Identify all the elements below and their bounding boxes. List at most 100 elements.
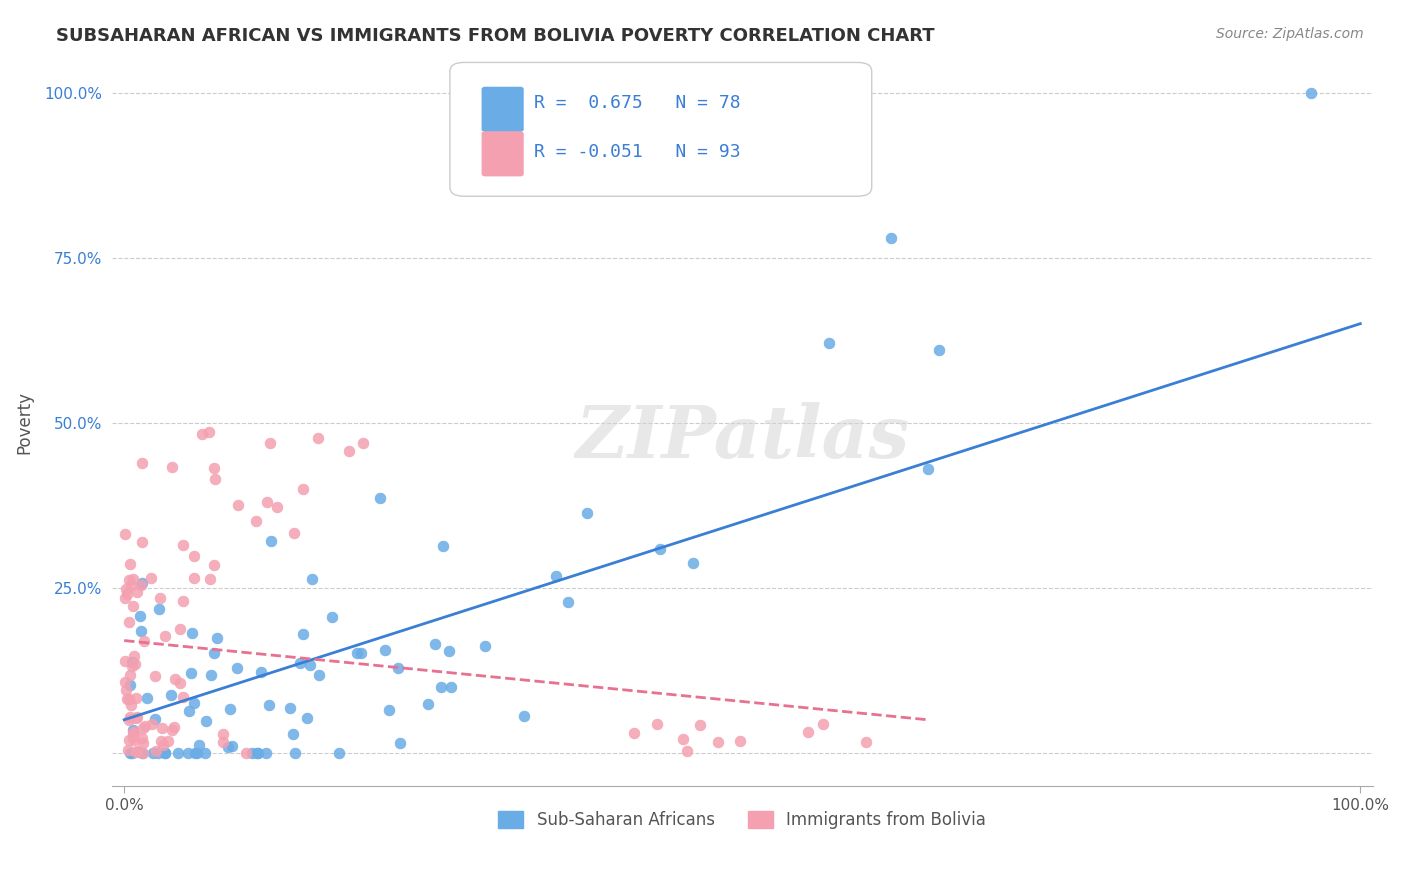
Sub-Saharan Africans xyxy=(257,698,280,712)
Sub-Saharan Africans xyxy=(128,609,150,624)
Immigrants from Bolivia xyxy=(141,717,163,731)
Immigrants from Bolivia xyxy=(122,572,145,586)
Immigrants from Bolivia xyxy=(183,571,205,585)
Sub-Saharan Africans xyxy=(301,572,323,586)
Immigrants from Bolivia xyxy=(118,709,141,723)
Sub-Saharan Africans xyxy=(179,704,201,718)
Sub-Saharan Africans xyxy=(195,714,218,729)
Immigrants from Bolivia xyxy=(114,654,136,668)
Sub-Saharan Africans xyxy=(416,698,439,712)
Immigrants from Bolivia xyxy=(134,718,156,732)
Immigrants from Bolivia xyxy=(127,710,149,724)
Sub-Saharan Africans xyxy=(160,688,183,702)
Sub-Saharan Africans xyxy=(184,746,207,760)
Sub-Saharan Africans xyxy=(350,646,373,660)
Sub-Saharan Africans xyxy=(121,655,143,669)
Immigrants from Bolivia xyxy=(191,427,214,442)
Immigrants from Bolivia xyxy=(122,725,145,739)
Immigrants from Bolivia xyxy=(143,669,166,683)
Immigrants from Bolivia xyxy=(183,549,205,564)
Immigrants from Bolivia xyxy=(291,483,314,497)
Sub-Saharan Africans xyxy=(218,702,240,716)
Sub-Saharan Africans xyxy=(430,680,453,694)
Immigrants from Bolivia xyxy=(122,730,145,744)
Immigrants from Bolivia xyxy=(198,572,221,586)
Sub-Saharan Africans xyxy=(193,746,215,760)
Immigrants from Bolivia xyxy=(149,734,172,748)
Immigrants from Bolivia xyxy=(115,682,138,697)
Sub-Saharan Africans xyxy=(135,691,157,706)
Immigrants from Bolivia xyxy=(117,692,139,706)
Sub-Saharan Africans xyxy=(226,661,249,675)
Sub-Saharan Africans xyxy=(308,667,330,681)
Sub-Saharan Africans xyxy=(387,661,409,675)
Immigrants from Bolivia xyxy=(169,622,191,636)
Immigrants from Bolivia xyxy=(689,718,711,732)
Immigrants from Bolivia xyxy=(811,716,834,731)
Sub-Saharan Africans xyxy=(1299,86,1322,100)
Immigrants from Bolivia xyxy=(132,746,155,760)
Sub-Saharan Africans xyxy=(246,746,269,760)
Sub-Saharan Africans xyxy=(246,746,269,760)
Sub-Saharan Africans xyxy=(143,712,166,726)
Immigrants from Bolivia xyxy=(131,731,153,746)
Immigrants from Bolivia xyxy=(114,527,136,541)
Sub-Saharan Africans xyxy=(142,746,165,760)
Sub-Saharan Africans xyxy=(440,680,463,694)
Sub-Saharan Africans xyxy=(260,534,283,549)
Sub-Saharan Africans xyxy=(512,708,534,723)
Immigrants from Bolivia xyxy=(212,727,235,741)
Immigrants from Bolivia xyxy=(117,692,139,706)
Immigrants from Bolivia xyxy=(337,444,360,458)
Sub-Saharan Africans xyxy=(221,739,243,753)
Immigrants from Bolivia xyxy=(120,698,142,713)
Sub-Saharan Africans xyxy=(648,541,671,556)
Immigrants from Bolivia xyxy=(160,723,183,737)
Sub-Saharan Africans xyxy=(423,637,446,651)
Sub-Saharan Africans xyxy=(346,646,368,660)
Sub-Saharan Africans xyxy=(121,746,143,760)
Sub-Saharan Africans xyxy=(370,491,392,505)
Sub-Saharan Africans xyxy=(250,665,273,680)
Immigrants from Bolivia xyxy=(115,582,138,596)
Immigrants from Bolivia xyxy=(157,733,180,747)
Sub-Saharan Africans xyxy=(288,657,311,671)
Immigrants from Bolivia xyxy=(127,584,149,599)
Sub-Saharan Africans xyxy=(474,639,496,653)
Sub-Saharan Africans xyxy=(388,736,411,750)
Immigrants from Bolivia xyxy=(235,746,257,760)
Immigrants from Bolivia xyxy=(256,495,278,509)
Sub-Saharan Africans xyxy=(131,576,153,591)
Text: R =  0.675   N = 78: R = 0.675 N = 78 xyxy=(534,94,741,112)
Sub-Saharan Africans xyxy=(177,746,200,760)
Immigrants from Bolivia xyxy=(165,672,187,686)
Immigrants from Bolivia xyxy=(114,591,136,605)
Immigrants from Bolivia xyxy=(118,714,141,728)
Immigrants from Bolivia xyxy=(202,558,225,573)
Immigrants from Bolivia xyxy=(122,649,145,664)
Sub-Saharan Africans xyxy=(153,746,176,760)
Immigrants from Bolivia xyxy=(124,732,146,747)
Immigrants from Bolivia xyxy=(266,500,288,514)
Immigrants from Bolivia xyxy=(118,573,141,587)
Immigrants from Bolivia xyxy=(259,436,281,450)
Sub-Saharan Africans xyxy=(202,646,225,660)
Immigrants from Bolivia xyxy=(172,690,194,704)
Immigrants from Bolivia xyxy=(115,587,138,601)
Sub-Saharan Africans xyxy=(180,626,202,640)
Immigrants from Bolivia xyxy=(672,731,695,746)
Immigrants from Bolivia xyxy=(204,472,226,486)
Immigrants from Bolivia xyxy=(114,674,136,689)
Sub-Saharan Africans xyxy=(186,746,208,760)
Sub-Saharan Africans xyxy=(122,723,145,738)
Immigrants from Bolivia xyxy=(245,514,267,528)
Sub-Saharan Africans xyxy=(928,343,950,357)
Immigrants from Bolivia xyxy=(131,456,153,470)
Immigrants from Bolivia xyxy=(352,435,374,450)
Immigrants from Bolivia xyxy=(212,735,235,749)
Immigrants from Bolivia xyxy=(204,461,226,475)
Immigrants from Bolivia xyxy=(125,743,148,757)
Immigrants from Bolivia xyxy=(645,717,668,731)
Immigrants from Bolivia xyxy=(134,633,156,648)
Immigrants from Bolivia xyxy=(152,739,174,753)
